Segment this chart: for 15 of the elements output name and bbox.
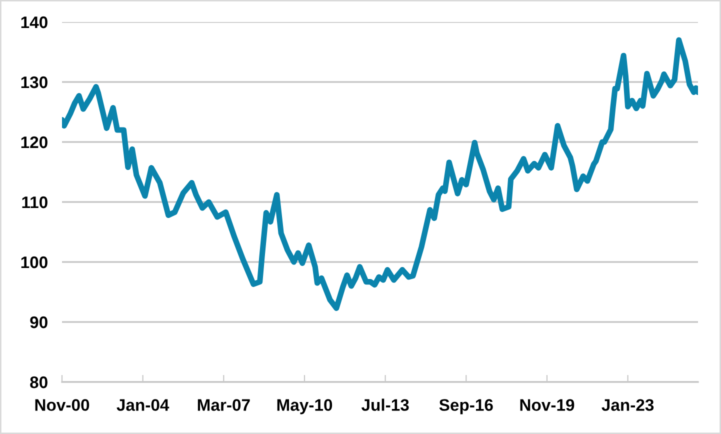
y-tick-label: 130 xyxy=(21,76,48,88)
x-tick-label: May-10 xyxy=(277,399,332,414)
y-tick-label: 100 xyxy=(21,256,48,268)
y-tick-label: 80 xyxy=(30,376,48,388)
x-tick-label: Jan-23 xyxy=(602,399,654,411)
x-tick-label: Sep-16 xyxy=(439,399,493,414)
x-tick-label: Nov-19 xyxy=(520,399,574,411)
x-tick-label: Mar-07 xyxy=(198,399,250,411)
y-tick-label: 140 xyxy=(21,16,48,28)
x-tick-label: Jul-13 xyxy=(361,398,409,411)
x-tick-label: Jan-04 xyxy=(116,399,170,411)
y-tick-label: 110 xyxy=(22,196,48,208)
x-tick-label: Nov-00 xyxy=(35,399,90,411)
y-tick-label: 90 xyxy=(30,316,48,328)
y-tick-label: 120 xyxy=(21,136,48,148)
